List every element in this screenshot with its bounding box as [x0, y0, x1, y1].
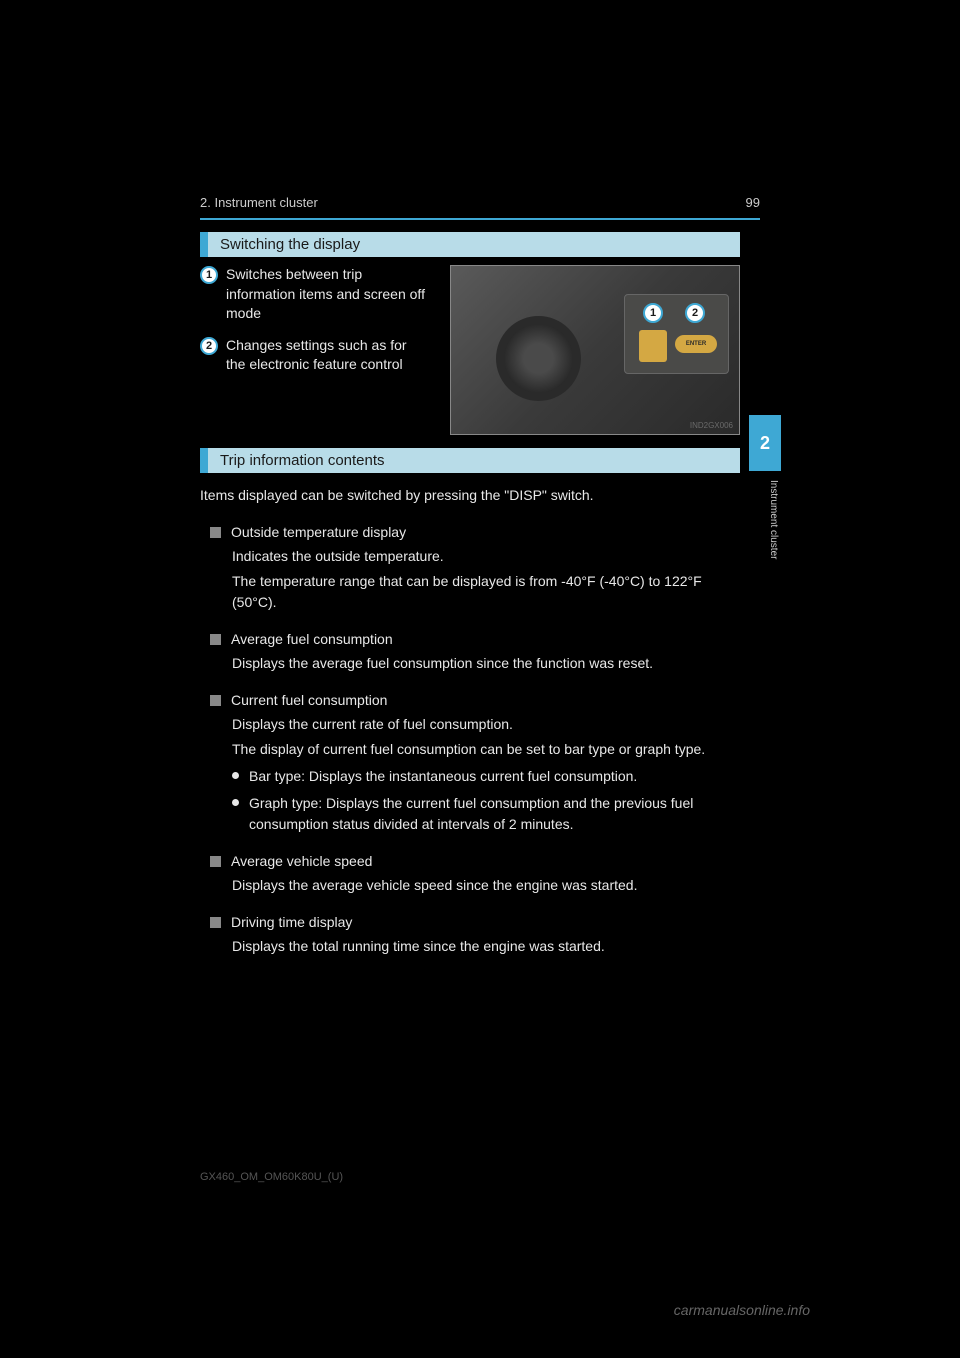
chapter-tab-label: Instrument cluster [751, 480, 779, 559]
callout-text-1: Switches between trip information items … [226, 265, 426, 324]
steering-wheel-icon [496, 316, 581, 401]
header-divider [200, 218, 760, 220]
body-line: Indicates the outside temperature. [232, 546, 740, 567]
panel-callout-2: 2 [685, 303, 705, 323]
body-line: Displays the total running time since th… [232, 936, 740, 957]
control-panel: 1 2 ENTER [624, 294, 729, 374]
callout-text-2: Changes settings such as for the electro… [226, 336, 426, 375]
square-bullet-icon [210, 634, 221, 645]
body-line: Displays the current rate of fuel consum… [232, 714, 740, 735]
body-line: The temperature range that can be displa… [232, 571, 740, 613]
round-bullet-icon [232, 799, 239, 806]
section-switching-display: Switching the display 1 Switches between… [200, 232, 740, 387]
body-line: Displays the average fuel consumption si… [232, 653, 740, 674]
square-bullet-icon [210, 856, 221, 867]
watermark: carmanualsonline.info [674, 1302, 810, 1318]
subsection-avg-speed: Average vehicle speed Displays the avera… [200, 853, 740, 896]
bullet-item: Bar type: Displays the instantaneous cur… [232, 766, 740, 787]
section-title-2: Trip information contents [200, 448, 740, 473]
sub-title: Current fuel consumption [231, 692, 387, 708]
panel-callout-1: 1 [643, 303, 663, 323]
square-bullet-icon [210, 917, 221, 928]
enter-button-icon: ENTER [675, 335, 717, 353]
section-title: Switching the display [200, 232, 740, 257]
bullet-text: Bar type: Displays the instantaneous cur… [249, 766, 637, 787]
body-line: Displays the average vehicle speed since… [232, 875, 740, 896]
round-bullet-icon [232, 772, 239, 779]
page-number: 99 [746, 195, 760, 210]
subsection-outside-temp: Outside temperature display Indicates th… [200, 524, 740, 613]
callout-marker-2: 2 [200, 337, 218, 355]
square-bullet-icon [210, 527, 221, 538]
bullet-text: Graph type: Displays the current fuel co… [249, 793, 740, 835]
section-trip-info: Trip information contents Items displaye… [200, 448, 740, 961]
sub-title: Outside temperature display [231, 524, 406, 540]
sub-title: Average fuel consumption [231, 631, 393, 647]
callout-marker-1: 1 [200, 266, 218, 284]
subsection-current-fuel: Current fuel consumption Displays the cu… [200, 692, 740, 835]
bullet-item: Graph type: Displays the current fuel co… [232, 793, 740, 835]
square-bullet-icon [210, 695, 221, 706]
image-code: IND2GX006 [690, 421, 733, 430]
page-breadcrumb: 2. Instrument cluster [200, 195, 730, 210]
doc-code: GX460_OM_OM60K80U_(U) [200, 1171, 343, 1183]
dashboard-illustration: 1 2 ENTER IND2GX006 [450, 265, 740, 435]
sub-title: Driving time display [231, 914, 352, 930]
subsection-avg-fuel: Average fuel consumption Displays the av… [200, 631, 740, 674]
intro-text: Items displayed can be switched by press… [200, 485, 740, 506]
sub-title: Average vehicle speed [231, 853, 372, 869]
subsection-driving-time: Driving time display Displays the total … [200, 914, 740, 957]
disp-button-icon [639, 330, 667, 362]
body-line: The display of current fuel consumption … [232, 739, 740, 760]
chapter-tab: 2 [749, 415, 781, 471]
